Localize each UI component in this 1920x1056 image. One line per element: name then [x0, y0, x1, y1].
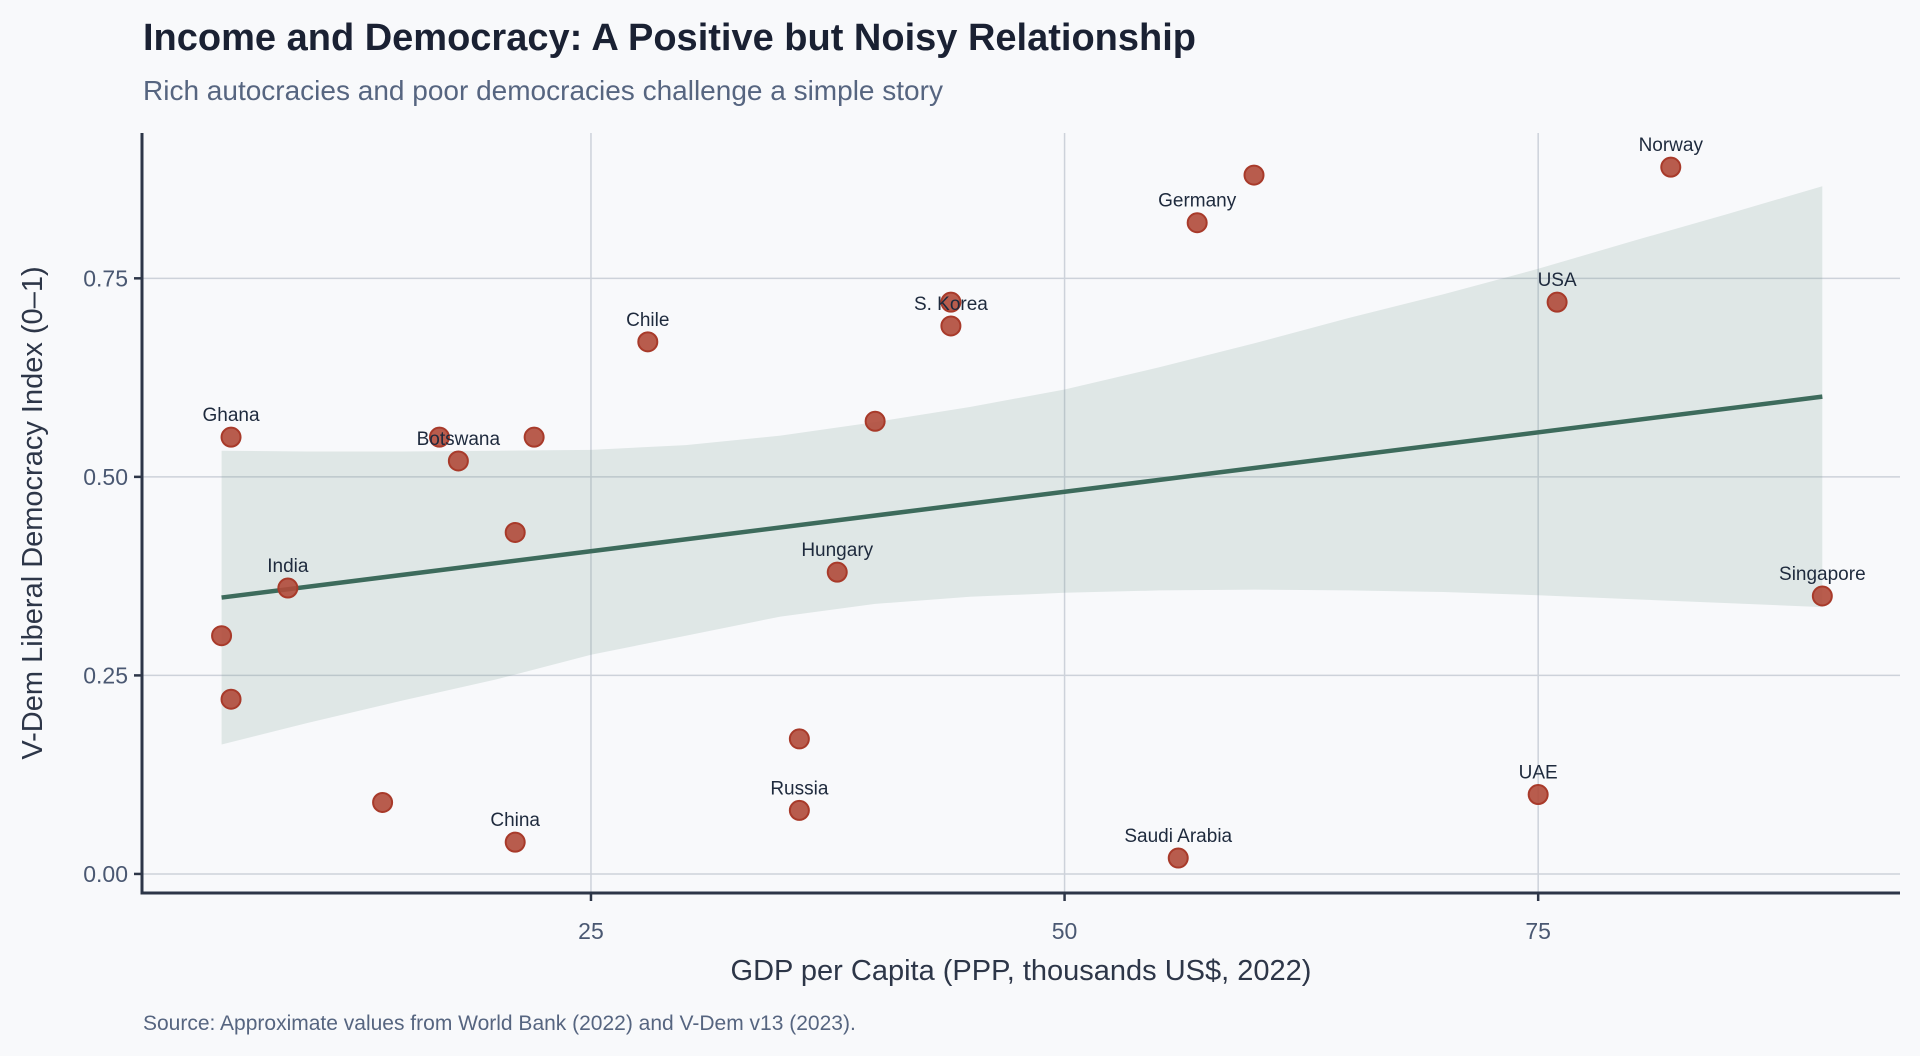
y-tick-label: 0.25	[83, 662, 128, 688]
point-label: USA	[1538, 270, 1577, 291]
y-axis-label: V-Dem Liberal Democracy Index (0–1)	[17, 266, 49, 759]
confidence-band-layer	[221, 186, 1823, 745]
point-label: China	[490, 810, 540, 831]
data-point	[523, 426, 545, 448]
x-tick-label: 50	[1052, 918, 1078, 944]
data-point-usa	[1546, 291, 1568, 313]
point-label: S. Korea	[914, 294, 988, 315]
data-point-saudi-arabia	[1167, 847, 1189, 869]
point-label: UAE	[1519, 763, 1558, 784]
point-label: Botswana	[417, 429, 501, 450]
point-labels-layer: Ghana Botswana India China Chile S. Korea Hung…	[203, 135, 1866, 847]
data-point	[788, 728, 810, 750]
x-tick-label: 25	[578, 918, 604, 944]
data-point	[428, 426, 450, 448]
data-point-singapore	[1811, 585, 1833, 607]
point-label: India	[267, 556, 309, 577]
axes: 0.00 0.25 0.50 0.75 25 50 75	[83, 133, 1900, 944]
point-label: Russia	[770, 778, 829, 799]
gridlines	[142, 133, 1900, 893]
data-point-chile	[637, 331, 659, 353]
chart-title: Income and Democracy: A Positive but Noi…	[143, 17, 1196, 59]
y-tick-label: 0.75	[83, 265, 128, 291]
point-label: Saudi Arabia	[1124, 826, 1232, 847]
data-point	[940, 291, 962, 313]
point-label: Hungary	[801, 540, 873, 561]
data-point	[504, 521, 526, 543]
point-label: Germany	[1158, 191, 1237, 212]
data-point	[211, 625, 233, 647]
source-note: Source: Approximate values from World Ba…	[143, 1012, 856, 1035]
data-point-india	[277, 577, 299, 599]
x-tick-label: 75	[1525, 918, 1551, 944]
data-point	[372, 791, 394, 813]
data-point-germany	[1186, 212, 1208, 234]
data-point-norway	[1660, 156, 1682, 178]
y-tick-label: 0.50	[83, 464, 128, 490]
data-point-botswana	[447, 450, 469, 472]
data-point-china	[504, 831, 526, 853]
data-point	[864, 410, 886, 432]
fit-line-layer	[221, 394, 1823, 600]
y-tick-label: 0.00	[83, 861, 128, 887]
data-point-russia	[788, 799, 810, 821]
point-label: Norway	[1639, 135, 1704, 156]
data-point	[1243, 164, 1265, 186]
point-label: Ghana	[203, 405, 260, 426]
confidence-band	[221, 186, 1823, 745]
points-layer	[211, 156, 1833, 869]
x-axis-label: GDP per Capita (PPP, thousands US$, 2022…	[731, 955, 1312, 987]
data-point	[220, 688, 242, 710]
point-label: Singapore	[1779, 564, 1866, 585]
regression-line	[221, 394, 1823, 600]
data-point-uae	[1527, 784, 1549, 806]
chart-subtitle: Rich autocracies and poor democracies ch…	[143, 75, 943, 106]
data-point-hungary	[826, 561, 848, 583]
data-point-s-korea	[940, 315, 962, 337]
data-point-ghana	[220, 426, 242, 448]
point-label: Chile	[626, 310, 669, 331]
